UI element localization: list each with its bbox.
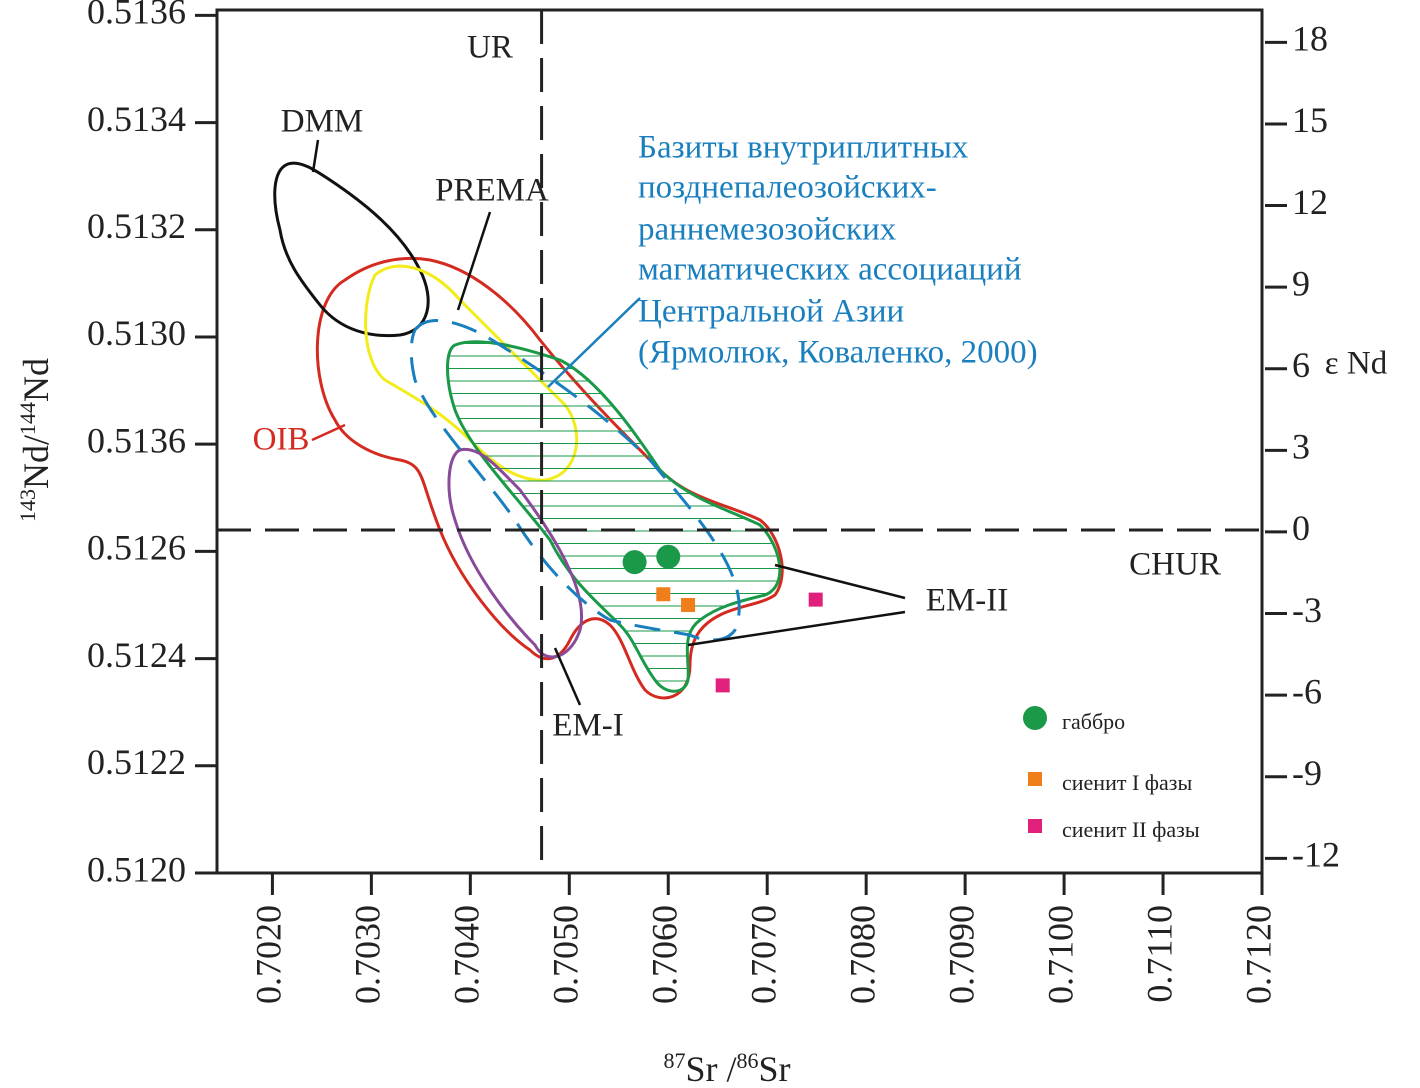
y2-tick-label: 6: [1292, 345, 1310, 385]
y-tick-label: 0.5126: [87, 528, 186, 568]
y2-tick-label: 3: [1292, 427, 1310, 467]
y2-tick-label: 12: [1292, 182, 1328, 222]
dmm-field: [273, 161, 430, 338]
y2-tick-label: -12: [1292, 835, 1340, 875]
y2-axis-label: ε Nd: [1325, 346, 1388, 382]
x-axis-label: 87Sr /86Sr: [663, 1048, 790, 1088]
x-tick-label: 0.7070: [743, 905, 783, 1004]
x-tick-label: 0.7090: [941, 905, 981, 1004]
legend-label: сиенит I фазы: [1062, 770, 1193, 795]
label-part: 143: [15, 489, 40, 522]
label-part: 86: [737, 1048, 759, 1073]
legend-label: сиенит II фазы: [1062, 817, 1200, 842]
y-axis-label: 143Nd/144Nd: [15, 358, 56, 522]
caption-line: позднепалеозойских-: [638, 170, 937, 206]
annotation: EM-I: [552, 708, 623, 744]
y-tick-label: 0.5124: [87, 635, 186, 675]
y-tick-label: 0.5134: [87, 99, 186, 139]
y2-tick-label: 18: [1292, 19, 1328, 59]
caption-line: (Ярмолюк, Коваленко, 2000): [638, 335, 1038, 371]
y-tick-label: 0.5122: [87, 742, 186, 782]
label-part: 87: [663, 1048, 685, 1073]
legend-swatch: [1023, 706, 1047, 730]
annotation: EM-II: [926, 583, 1008, 619]
x-tick-label: 0.7020: [249, 905, 289, 1004]
y-tick-label: 0.5130: [87, 313, 186, 353]
y2-tick-label: 0: [1292, 508, 1310, 548]
legend-swatch: [1028, 772, 1042, 786]
legend-swatch: [1028, 819, 1042, 833]
label-part: 144: [15, 402, 40, 435]
point: [622, 550, 647, 575]
annotation: DMM: [281, 104, 364, 140]
leader: [774, 563, 906, 600]
annotation: UR: [467, 30, 513, 66]
y-tick-label: 0.5120: [87, 849, 186, 889]
plot-frame: [215, 8, 1264, 875]
y2-tick-label: -3: [1292, 590, 1322, 630]
label-part: Sr /: [685, 1049, 736, 1088]
central-asia-field: [409, 319, 741, 642]
y-tick-label: 0.5136: [87, 420, 186, 460]
annotation: PREMA: [435, 173, 549, 209]
y2-tick-label: 15: [1292, 100, 1328, 140]
point: [715, 678, 730, 693]
annotation: OIB: [253, 422, 310, 458]
caption-line: магматических ассоциаций: [638, 252, 1021, 288]
label-part: Nd: [16, 358, 56, 402]
x-tick-label: 0.7120: [1238, 905, 1278, 1004]
point: [681, 597, 696, 612]
leader: [547, 297, 641, 388]
x-tick-label: 0.7030: [348, 905, 388, 1004]
point: [808, 592, 823, 607]
label-part: Nd/: [16, 435, 56, 489]
label-part: Sr: [759, 1049, 791, 1088]
y2-tick-label: 9: [1292, 263, 1310, 303]
caption-line: Центральной Азии: [638, 294, 904, 330]
annotation: CHUR: [1129, 547, 1221, 583]
leader: [553, 647, 582, 706]
x-tick-label: 0.7110: [1139, 905, 1179, 1003]
x-tick-label: 0.7050: [546, 905, 586, 1004]
leaders: [311, 139, 906, 706]
leader: [687, 610, 906, 647]
x-tick-label: 0.7040: [447, 905, 487, 1004]
x-tick-label: 0.7080: [842, 905, 882, 1004]
y2-tick-label: -9: [1292, 753, 1322, 793]
leader: [311, 139, 320, 173]
legend-label: габбро: [1062, 709, 1125, 734]
y-tick-label: 0.5136: [87, 0, 186, 32]
x-tick-label: 0.7060: [645, 905, 685, 1004]
x-tick-label: 0.7100: [1040, 905, 1080, 1004]
leader: [456, 211, 492, 311]
caption-line: Базиты внутриплитных: [638, 130, 969, 166]
caption-line: раннемезозойских: [638, 212, 897, 248]
point: [656, 587, 671, 602]
y-tick-label: 0.5132: [87, 206, 186, 246]
point: [656, 544, 681, 569]
y2-tick-label: -6: [1292, 671, 1322, 711]
leader: [311, 423, 346, 442]
